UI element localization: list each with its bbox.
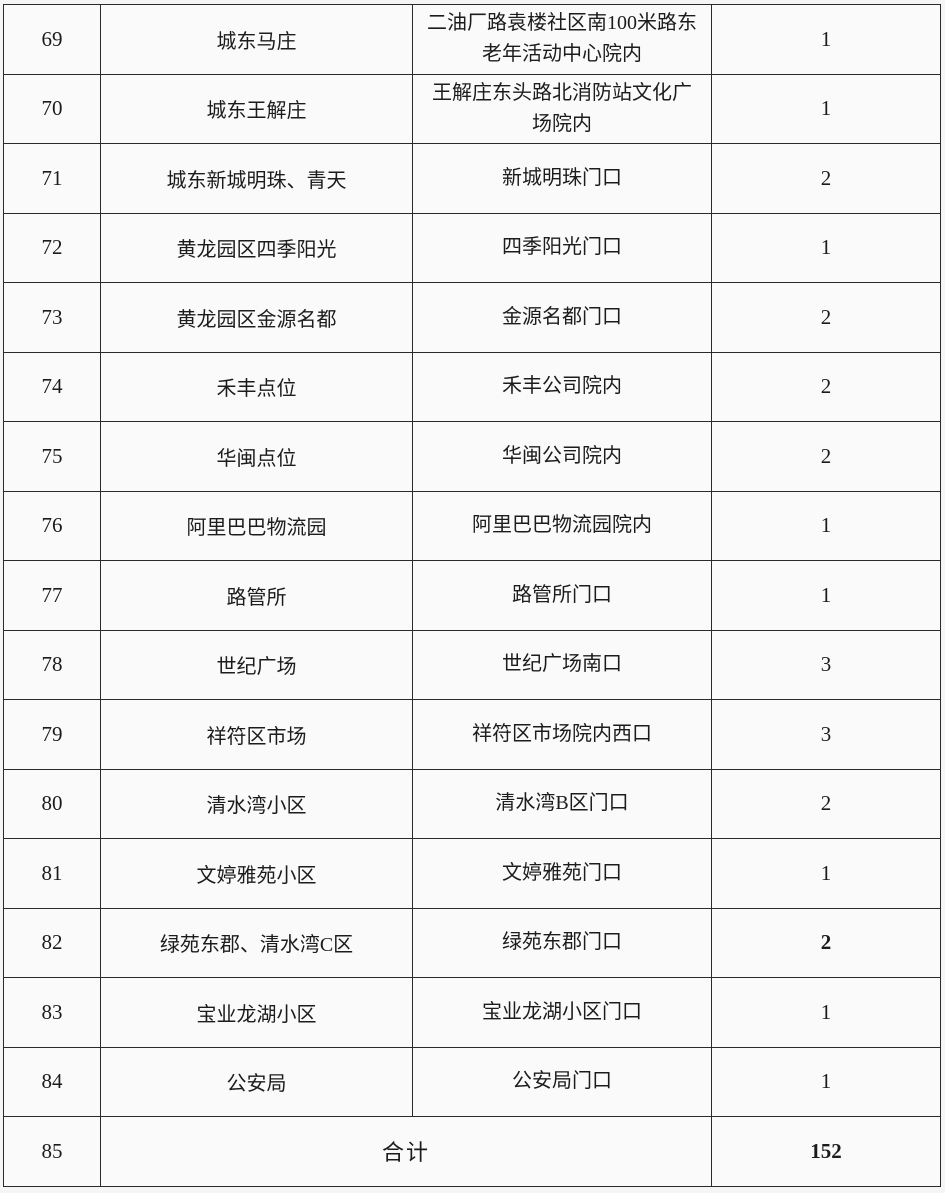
site-name-cell: 城东马庄 [100, 4, 413, 75]
site-name-cell: 文婷雅苑小区 [100, 838, 413, 909]
address-cell: 路管所门口 [412, 560, 712, 631]
table-row: 76 阿里巴巴物流园 阿里巴巴物流园院内 1 [3, 490, 941, 561]
points-table: 69 城东马庄 二油厂路袁楼社区南100米路东老年活动中心院内 1 70 城东王… [3, 4, 941, 1187]
count-cell: 1 [711, 4, 941, 75]
row-number-cell: 69 [3, 4, 101, 75]
site-name-cell: 绿苑东郡、清水湾C区 [100, 907, 413, 978]
table-row: 81 文婷雅苑小区 文婷雅苑门口 1 [3, 838, 941, 909]
site-name-cell: 清水湾小区 [100, 768, 413, 839]
row-number-cell: 84 [3, 1046, 101, 1117]
table-row: 70 城东王解庄 王解庄东头路北消防站文化广场院内 1 [3, 73, 941, 144]
address-cell: 祥符区市场院内西口 [412, 699, 712, 770]
table-row: 71 城东新城明珠、青天 新城明珠门口 2 [3, 143, 941, 214]
row-number-cell: 85 [3, 1116, 101, 1187]
address-cell: 世纪广场南口 [412, 629, 712, 700]
row-number-cell: 71 [3, 143, 101, 214]
row-number-cell: 74 [3, 351, 101, 422]
table-row: 79 祥符区市场 祥符区市场院内西口 3 [3, 699, 941, 770]
table-row: 77 路管所 路管所门口 1 [3, 560, 941, 631]
row-number-cell: 78 [3, 629, 101, 700]
count-cell: 3 [711, 629, 941, 700]
total-label-cell: 合计 [100, 1116, 712, 1187]
site-name-cell: 祥符区市场 [100, 699, 413, 770]
count-cell: 1 [711, 490, 941, 561]
row-number-cell: 80 [3, 768, 101, 839]
count-cell: 1 [711, 73, 941, 144]
count-cell: 1 [711, 212, 941, 283]
count-cell: 2 [711, 351, 941, 422]
site-name-cell: 城东新城明珠、青天 [100, 143, 413, 214]
count-cell: 1 [711, 560, 941, 631]
address-cell: 清水湾B区门口 [412, 768, 712, 839]
count-cell: 1 [711, 977, 941, 1048]
table-row: 80 清水湾小区 清水湾B区门口 2 [3, 768, 941, 839]
total-row: 85 合计 152 [3, 1116, 941, 1187]
site-name-cell: 宝业龙湖小区 [100, 977, 413, 1048]
site-name-cell: 城东王解庄 [100, 73, 413, 144]
count-cell: 2 [711, 143, 941, 214]
table-row: 75 华闽点位 华闽公司院内 2 [3, 421, 941, 492]
count-cell: 2 [711, 768, 941, 839]
site-name-cell: 路管所 [100, 560, 413, 631]
address-cell: 新城明珠门口 [412, 143, 712, 214]
address-cell: 阿里巴巴物流园院内 [412, 490, 712, 561]
address-cell: 绿苑东郡门口 [412, 907, 712, 978]
row-number-cell: 70 [3, 73, 101, 144]
address-cell: 公安局门口 [412, 1046, 712, 1117]
row-number-cell: 73 [3, 282, 101, 353]
address-cell: 四季阳光门口 [412, 212, 712, 283]
row-number-cell: 77 [3, 560, 101, 631]
site-name-cell: 黄龙园区金源名都 [100, 282, 413, 353]
row-number-cell: 75 [3, 421, 101, 492]
site-name-cell: 华闽点位 [100, 421, 413, 492]
table-row: 83 宝业龙湖小区 宝业龙湖小区门口 1 [3, 977, 941, 1048]
table-row: 73 黄龙园区金源名都 金源名都门口 2 [3, 282, 941, 353]
table-row: 69 城东马庄 二油厂路袁楼社区南100米路东老年活动中心院内 1 [3, 4, 941, 75]
row-number-cell: 79 [3, 699, 101, 770]
table-row: 78 世纪广场 世纪广场南口 3 [3, 629, 941, 700]
site-name-cell: 黄龙园区四季阳光 [100, 212, 413, 283]
count-cell: 2 [711, 282, 941, 353]
address-cell: 二油厂路袁楼社区南100米路东老年活动中心院内 [412, 4, 712, 75]
count-cell: 2 [711, 907, 941, 978]
count-cell: 3 [711, 699, 941, 770]
address-cell: 禾丰公司院内 [412, 351, 712, 422]
row-number-cell: 81 [3, 838, 101, 909]
row-number-cell: 72 [3, 212, 101, 283]
address-cell: 文婷雅苑门口 [412, 838, 712, 909]
row-number-cell: 82 [3, 907, 101, 978]
table-row: 74 禾丰点位 禾丰公司院内 2 [3, 351, 941, 422]
address-cell: 宝业龙湖小区门口 [412, 977, 712, 1048]
count-cell: 1 [711, 1046, 941, 1117]
table-row: 72 黄龙园区四季阳光 四季阳光门口 1 [3, 212, 941, 283]
site-name-cell: 禾丰点位 [100, 351, 413, 422]
site-name-cell: 世纪广场 [100, 629, 413, 700]
table-row: 82 绿苑东郡、清水湾C区 绿苑东郡门口 2 [3, 907, 941, 978]
total-count-cell: 152 [711, 1116, 941, 1187]
site-name-cell: 阿里巴巴物流园 [100, 490, 413, 561]
address-cell: 金源名都门口 [412, 282, 712, 353]
count-cell: 2 [711, 421, 941, 492]
row-number-cell: 76 [3, 490, 101, 561]
address-cell: 华闽公司院内 [412, 421, 712, 492]
site-name-cell: 公安局 [100, 1046, 413, 1117]
row-number-cell: 83 [3, 977, 101, 1048]
count-cell: 1 [711, 838, 941, 909]
table-row: 84 公安局 公安局门口 1 [3, 1046, 941, 1117]
address-cell: 王解庄东头路北消防站文化广场院内 [412, 73, 712, 144]
